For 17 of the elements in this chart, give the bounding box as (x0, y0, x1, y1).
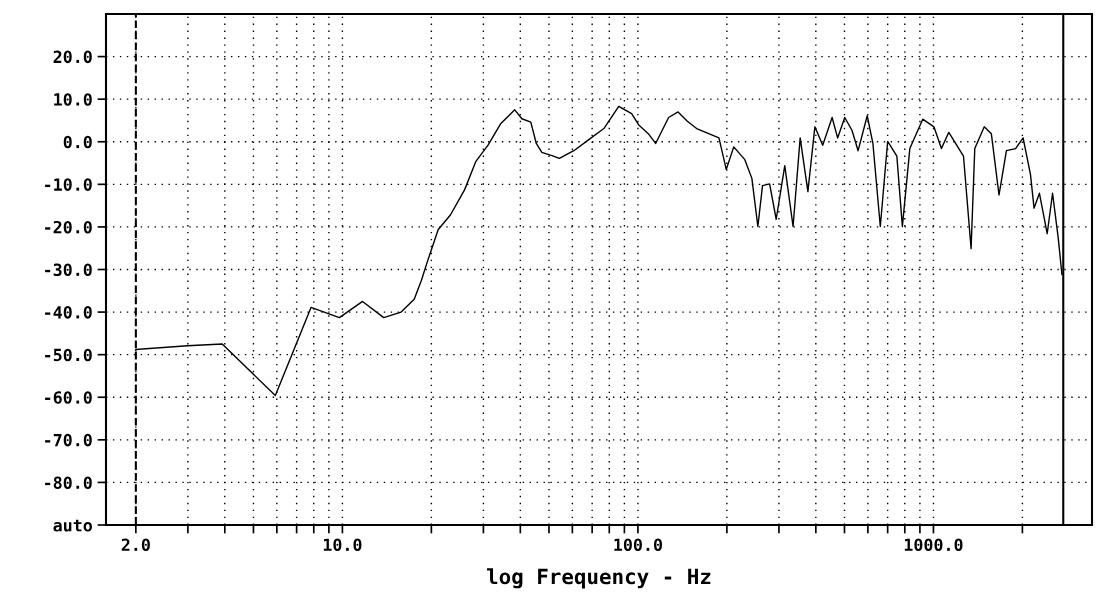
y-tick-label: -80.0 (45, 476, 92, 489)
y-tick-label: 0.0 (63, 135, 92, 149)
y-tick-label: auto (53, 519, 93, 532)
y-tick-label: -20.0 (45, 220, 92, 234)
y-tick-label: 20.0 (53, 50, 92, 64)
y-tick-label: -70.0 (45, 433, 92, 447)
x-tick-label: 10.0 (323, 538, 362, 552)
y-tick-label: 10.0 (54, 93, 92, 106)
x-tick-label: 1000.0 (904, 538, 963, 552)
y-tick-label: -10.0 (45, 178, 92, 191)
y-tick-label: -30.0 (45, 263, 92, 277)
y-tick-label: -40.0 (45, 306, 92, 319)
x-tick-label: 100.0 (614, 538, 663, 552)
y-tick-label: -50.0 (45, 348, 92, 362)
y-tick-label: -60.0 (45, 391, 92, 404)
x-axis-title: log Frequency - Hz (487, 568, 711, 589)
x-tick-label: 2.0 (121, 538, 150, 552)
